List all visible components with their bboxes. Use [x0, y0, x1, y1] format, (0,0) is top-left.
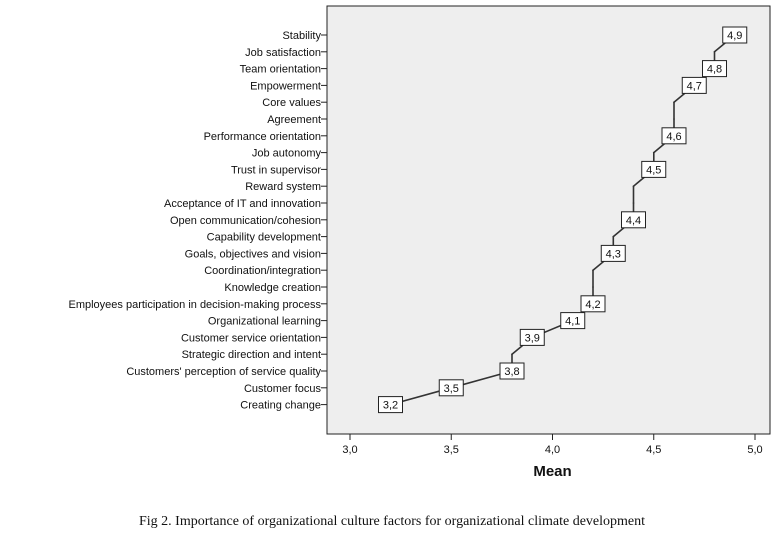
- x-tick-label: 5,0: [747, 444, 762, 456]
- data-label-box: [621, 211, 646, 229]
- data-label: 4,4: [621, 211, 646, 229]
- data-label-text: 4,8: [707, 64, 722, 76]
- data-point: [592, 286, 594, 288]
- data-point: [673, 118, 675, 120]
- data-label: 4,9: [722, 26, 748, 44]
- data-label-box: [580, 295, 606, 313]
- y-tick-label: Knowledge creation: [224, 282, 321, 294]
- figure-caption: Fig 2. Importance of organizational cult…: [138, 514, 646, 529]
- data-label-box: [661, 127, 687, 145]
- x-axis-title: Mean: [533, 463, 571, 480]
- y-tick-label: Reward system: [245, 181, 321, 193]
- data-label-text: 4,6: [666, 131, 681, 143]
- y-tick-label: Core values: [262, 97, 321, 109]
- y-tick-label: Customer focus: [244, 383, 322, 395]
- x-tick-label: 3,0: [342, 444, 357, 456]
- data-point: [652, 151, 655, 154]
- data-label-text: 4,5: [646, 164, 661, 176]
- data-label: 3,8: [499, 362, 525, 380]
- y-tick-label: Goals, objectives and vision: [185, 248, 321, 260]
- data-label-box: [600, 244, 626, 262]
- y-tick-label: Job satisfaction: [245, 47, 321, 59]
- y-tick-label: Organizational learning: [208, 316, 321, 328]
- data-label: 4,8: [702, 60, 727, 78]
- y-tick-label: Open communication/cohesion: [170, 215, 321, 227]
- data-label: 4,3: [600, 244, 626, 262]
- data-label-text: 4,9: [727, 30, 742, 42]
- y-tick-label: Coordination/integration: [204, 265, 321, 277]
- y-axis: Stability Job satisfaction Team orientatio…: [68, 30, 327, 412]
- data-label-box: [378, 396, 403, 414]
- data-label: 3,2: [378, 396, 403, 414]
- y-tick-label: Job autonomy: [252, 148, 322, 160]
- y-tick-label: Capability development: [207, 232, 321, 244]
- data-label: 4,1: [560, 312, 586, 330]
- x-tick-label: 4,0: [545, 444, 560, 456]
- data-point: [592, 269, 594, 272]
- data-label-text: 4,3: [606, 248, 621, 260]
- data-label-text: 3,9: [525, 332, 540, 344]
- data-label-text: 3,8: [504, 366, 519, 378]
- y-tick-label: Creating change: [240, 400, 321, 412]
- y-tick-label: Customer service orientation: [181, 332, 321, 344]
- x-axis: 3,0 3,5 4,0 4,5 5,0: [342, 434, 763, 456]
- data-label-box: [702, 60, 727, 78]
- data-label-box: [438, 379, 464, 397]
- data-label-text: 4,1: [565, 316, 580, 328]
- data-label-box: [499, 362, 525, 380]
- data-label: 3,9: [519, 328, 545, 346]
- data-label-box: [560, 312, 586, 330]
- data-label-text: 4,2: [585, 299, 600, 311]
- data-label-text: 4,7: [687, 80, 702, 92]
- data-point: [511, 353, 513, 356]
- data-point: [673, 101, 675, 103]
- y-tick-label: Trust in supervisor: [231, 164, 321, 176]
- data-point: [632, 202, 635, 204]
- y-tick-label: Agreement: [267, 114, 321, 126]
- data-label-group: 4,9 4,8 4,7 4,6 4,5 4,4 4,3 4,2 4,1 3,9 3,8 3,5 3,2: [378, 26, 748, 414]
- data-label-text: 3,2: [383, 400, 398, 412]
- y-tick-label: Performance orientation: [204, 131, 321, 143]
- data-label: 4,7: [681, 76, 707, 94]
- y-tick-label: Employees participation in decision-maki…: [68, 299, 321, 311]
- data-label-box: [519, 328, 545, 346]
- data-label-text: 3,5: [444, 383, 459, 395]
- x-tick-label: 4,5: [646, 444, 661, 456]
- y-tick-label: Team orientation: [240, 64, 321, 76]
- data-point: [612, 235, 615, 238]
- x-tick-label: 3,5: [444, 444, 459, 456]
- y-tick-label: Strategic direction and intent: [182, 349, 321, 361]
- data-label-box: [681, 76, 707, 94]
- data-point: [713, 51, 716, 53]
- data-label-box: [641, 160, 667, 178]
- data-point: [632, 185, 635, 187]
- data-label-text: 4,4: [626, 215, 641, 227]
- data-label: 4,6: [661, 127, 687, 145]
- y-tick-label: Acceptance of IT and innovation: [164, 198, 321, 210]
- data-label: 4,5: [641, 160, 667, 178]
- y-tick-label: Customers' perception of service quality: [126, 366, 321, 378]
- y-tick-label: Empowerment: [250, 80, 321, 92]
- data-label: 4,2: [580, 295, 606, 313]
- data-label: 3,5: [438, 379, 464, 397]
- y-tick-label: Stability: [282, 30, 321, 42]
- data-label-box: [722, 26, 748, 44]
